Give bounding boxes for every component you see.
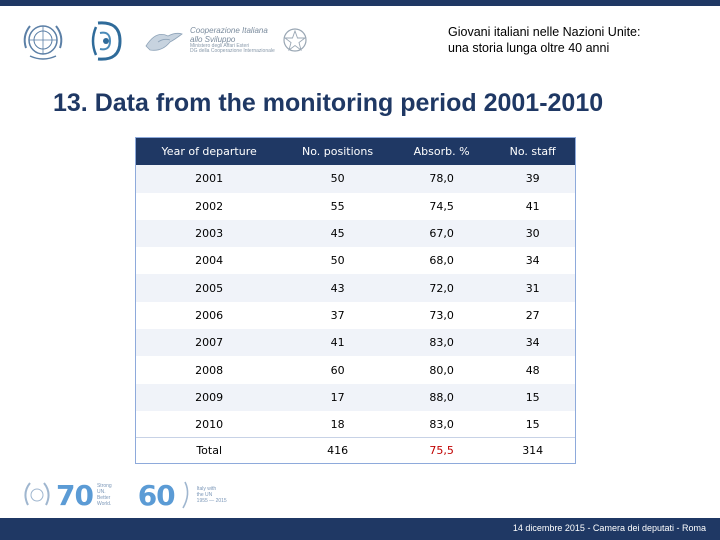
total-staff: 314 [522,444,544,458]
total-absorb: 75,5 [429,444,454,458]
header-positions: No. positions [302,145,374,159]
cell-positions: 55 [330,199,345,213]
table-row: 2007 41 83,0 34 [136,329,575,357]
cell-staff: 41 [525,199,540,213]
italy60-tagline-1: Italy with [196,486,217,492]
table-header-row: Year of departure No. positions Absorb. … [136,138,575,166]
footer-text: 14 dicembre 2015 - Camera dei deputati -… [512,523,706,533]
un70-tagline-1: Strong [96,483,112,489]
cell-year: 2002 [195,199,224,213]
italy60-tagline-3: 1955 — 2015 [196,498,227,504]
un-emblem-icon [18,18,68,64]
cell-year: 2009 [195,390,224,404]
cell-staff: 30 [525,227,540,241]
header-logos: Cooperazione Italiana allo Sviluppo Mini… [18,16,309,66]
coop-logo-line4: DG della Cooperazione Internazionale [190,48,275,55]
total-positions: 416 [327,444,349,458]
cell-staff: 31 [525,281,540,295]
table-row: 2001 50 78,0 39 [136,165,575,193]
cell-positions: 50 [330,172,345,186]
table-row: 2004 50 68,0 34 [136,247,575,274]
cell-positions: 17 [330,390,345,404]
cell-year: 2004 [195,254,224,268]
table-row: 2002 55 74,5 41 [136,193,575,220]
cell-staff: 27 [525,308,540,322]
un70-tagline-3: Better [96,495,111,501]
un-laurel-icon [24,482,50,506]
table-total-row: Total 416 75,5 314 [136,438,575,464]
italy60-number: 60 [137,478,176,512]
header-title: Giovani italiani nelle Nazioni Unite: un… [448,24,698,56]
cell-absorb: 67,0 [429,227,454,241]
page-title: 13. Data from the monitoring period 2001… [53,89,604,117]
coop-logo-line2: allo Sviluppo [190,34,236,44]
un70-number: 70 [56,478,94,512]
cell-staff: 15 [525,390,540,404]
cell-absorb: 78,0 [429,172,454,186]
italy60-tagline-2: the UN [196,492,213,498]
cell-absorb: 74,5 [429,199,454,213]
cell-staff: 48 [525,363,540,377]
italy60-logo: 60 Italy with the UN 1955 — 2015 [138,479,227,512]
cell-year: 2007 [195,336,224,350]
cell-positions: 43 [330,281,345,295]
cell-staff: 34 [525,336,540,350]
cell-absorb: 80,0 [429,363,454,377]
coop-logo-line3: Ministero degli Affari Esteri [190,43,250,50]
un70-tagline-4: World. [96,501,112,507]
table-row: 2009 17 88,0 15 [136,383,575,411]
table-row: 2006 37 73,0 27 [136,302,575,329]
cell-year: 2006 [195,308,224,322]
cell-absorb: 68,0 [429,254,454,268]
cell-absorb: 73,0 [429,308,454,322]
table-row: 2003 45 67,0 30 [136,219,575,248]
cell-absorb: 83,0 [429,417,454,431]
total-label: Total [196,444,223,458]
cell-positions: 18 [330,417,345,431]
chamber-logo-icon [86,17,126,65]
header-title-line1: Giovani italiani nelle Nazioni Unite: [448,25,641,39]
cell-positions: 60 [330,363,345,377]
top-rule [0,0,720,6]
italian-emblem-icon [283,28,307,52]
cell-year: 2001 [195,172,224,186]
header-staff: No. staff [509,145,556,159]
header-title-line2: una storia lunga oltre 40 anni [448,41,610,55]
cell-year: 2010 [195,417,224,431]
laurel-branch-icon [181,481,189,509]
coop-logo-line1: Cooperazione Italiana [190,26,268,36]
cell-positions: 41 [330,336,345,350]
header-year: Year of departure [161,145,257,159]
cell-positions: 45 [330,227,345,241]
un70-logo: 70 Strong UN. Better World. [22,479,112,512]
header: Cooperazione Italiana allo Sviluppo Mini… [0,6,720,70]
italy60-tagline: Italy with the UN 1955 — 2015 [197,486,227,504]
table-row: 2008 60 80,0 48 [136,356,575,383]
cell-absorb: 88,0 [429,390,454,404]
cell-staff: 39 [525,172,540,186]
monitoring-table: Year of departure No. positions Absorb. … [135,137,576,465]
table-row: 2010 18 83,0 15 [136,411,575,439]
footer-logos: 70 Strong UN. Better World. 60 Italy wit… [22,477,227,513]
cooperazione-logo: Cooperazione Italiana allo Sviluppo Mini… [144,26,309,56]
un70-tagline-2: UN. [96,489,106,495]
cell-absorb: 83,0 [429,336,454,350]
cell-staff: 15 [525,417,540,431]
dove-icon [145,32,183,51]
table-row: 2005 43 72,0 31 [136,274,575,302]
cell-staff: 34 [525,254,540,268]
cell-year: 2005 [195,281,224,295]
cell-absorb: 72,0 [429,281,454,295]
cell-year: 2008 [195,363,224,377]
footer-bar: 14 dicembre 2015 - Camera dei deputati -… [0,518,720,540]
cell-positions: 50 [330,254,345,268]
cell-positions: 37 [330,308,345,322]
cell-year: 2003 [195,227,224,241]
un70-tagline: Strong UN. Better World. [97,483,112,507]
header-absorb: Absorb. % [413,145,470,159]
